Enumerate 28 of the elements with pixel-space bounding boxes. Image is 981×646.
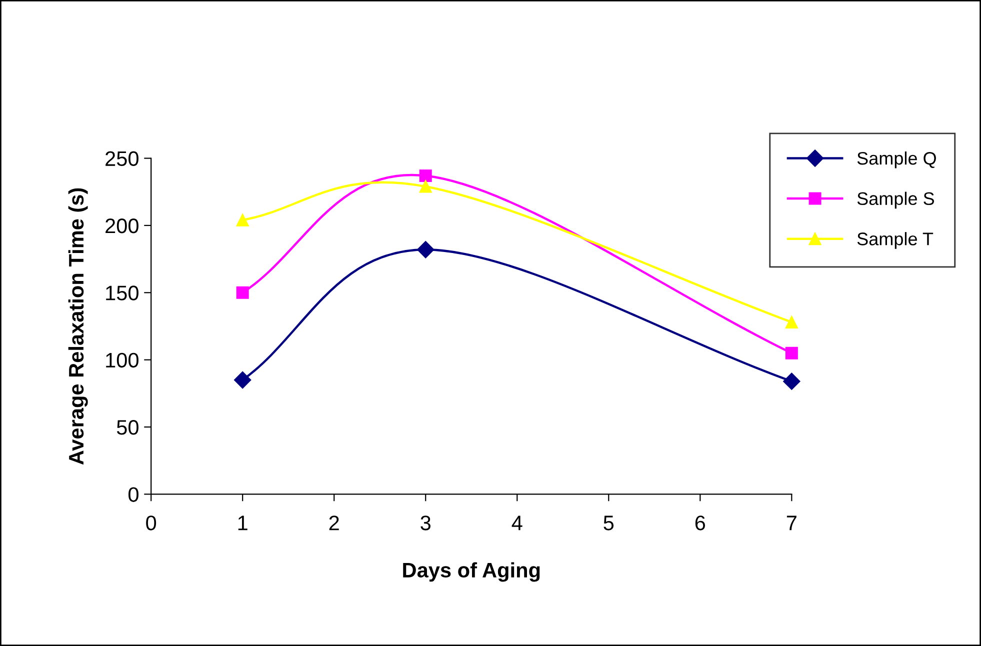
y-tick-label: 0 xyxy=(128,487,138,502)
point xyxy=(783,372,800,390)
x-tick-label: 4 xyxy=(512,516,522,530)
x-tick-label: 1 xyxy=(238,516,248,530)
point xyxy=(236,214,249,226)
legend-label: Sample T xyxy=(857,232,934,249)
point xyxy=(234,371,252,389)
x-tick-label: 6 xyxy=(695,516,706,530)
y-tick-label: 200 xyxy=(106,218,138,234)
x-axis-title: Days of Aging xyxy=(403,562,540,582)
point xyxy=(785,316,798,328)
y-tick-label: 50 xyxy=(116,420,138,435)
point xyxy=(236,286,249,299)
x-tick-label: 2 xyxy=(329,516,339,530)
x-tick-label: 5 xyxy=(604,516,614,530)
legend-label: Sample Q xyxy=(857,151,936,168)
y-tick-label: 250 xyxy=(106,151,138,166)
legend-label: Sample S xyxy=(857,192,934,209)
y-tick-label: 100 xyxy=(106,352,138,368)
y-axis-title: Average Relaxation Time (s) xyxy=(68,188,88,465)
x-tick-label: 3 xyxy=(420,516,430,530)
x-tick-label: 7 xyxy=(786,516,796,530)
point xyxy=(417,241,434,258)
point xyxy=(419,180,432,193)
x-tick-label: 0 xyxy=(146,516,156,530)
point xyxy=(785,346,798,360)
y-tick-label: 150 xyxy=(106,286,138,300)
point xyxy=(419,169,432,182)
